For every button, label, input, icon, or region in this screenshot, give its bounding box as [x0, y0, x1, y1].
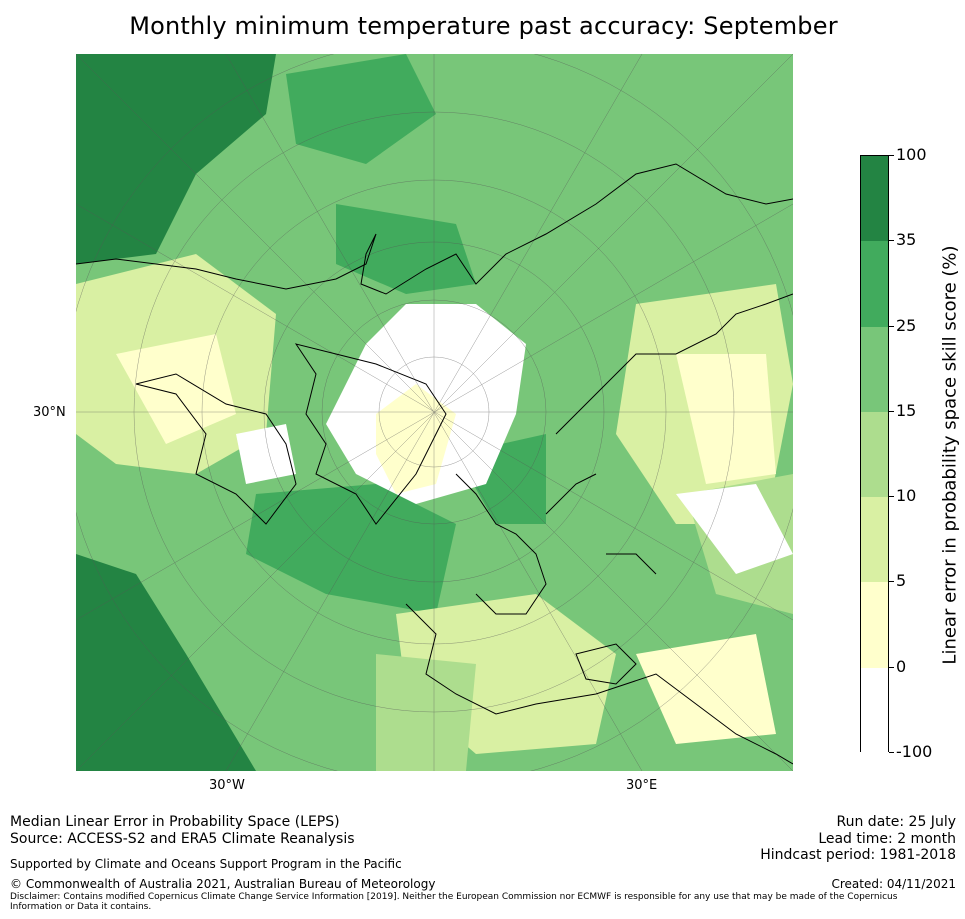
lon-label-30w: 30°W: [209, 778, 245, 793]
coastlines: [76, 163, 793, 765]
colorbar-tick-label: 0: [896, 656, 907, 676]
colorbar-segment: [861, 411, 888, 498]
graticule: [76, 54, 793, 771]
mideast-pale-region: [636, 634, 776, 744]
map-canvas: [76, 54, 793, 771]
colorbar-tick-label: 100: [896, 145, 927, 164]
colorbar-tick-label: 5: [896, 571, 907, 591]
asia-pale-region: [676, 354, 776, 484]
footer-source: Source: ACCESS-S2 and ERA5 Climate Reana…: [10, 831, 355, 847]
canada-white-region: [236, 424, 296, 484]
colorbar-tick-label: 15: [896, 400, 917, 420]
colorbar-tick-label: 25: [896, 315, 917, 335]
colorbar-segment: [861, 156, 888, 242]
footer-method: Median Linear Error in Probability Space…: [10, 814, 340, 830]
footer-run-date: Run date: 25 July: [836, 814, 956, 830]
colorbar-tick: [889, 155, 894, 156]
footer-hindcast: Hindcast period: 1981-2018: [760, 847, 956, 863]
footer-lead-time: Lead time: 2 month: [818, 831, 956, 847]
colorbar-segment: [861, 497, 888, 583]
skill-score-map: [76, 54, 793, 771]
colorbar-segment: [861, 326, 888, 412]
north-pacific-dark-region: [76, 554, 256, 771]
colorbar-segment: [861, 582, 888, 668]
footer-created: Created: 04/11/2021: [831, 877, 956, 891]
colorbar-tick: [889, 325, 894, 327]
greenland-interior: [376, 384, 456, 494]
lat-label-30n: 30°N: [33, 405, 66, 420]
siberia-dark-region: [336, 204, 476, 294]
colorbar-tick: [889, 752, 894, 753]
colorbar-tick: [889, 666, 894, 668]
atlantic-dark-region: [246, 484, 456, 614]
colorbar-segment: [861, 667, 888, 753]
colorbar-segment: [861, 241, 888, 327]
pacific-mid-region: [286, 54, 436, 164]
asia-white-region: [676, 484, 793, 574]
colorbar: [860, 155, 889, 753]
colorbar-tick-label: -100: [896, 742, 933, 761]
footer-support: Supported by Climate and Oceans Support …: [10, 857, 402, 871]
colorbar-tick: [889, 240, 894, 242]
canada-pale-region: [116, 334, 236, 444]
colorbar-label: Linear error in probability space skill …: [939, 245, 961, 665]
map-title: Monthly minimum temperature past accurac…: [129, 12, 838, 40]
pacific-dark-region: [76, 54, 276, 264]
footer-copyright: © Commonwealth of Australia 2021, Austra…: [10, 877, 436, 891]
colorbar-tick: [889, 496, 894, 498]
colorbar-tick-label: 10: [896, 486, 917, 506]
footer-disclaimer: Disclaimer: Contains modified Copernicus…: [10, 892, 898, 912]
colorbar-tick: [889, 410, 894, 412]
colorbar-tick-label: 35: [896, 230, 917, 250]
colorbar-tick: [889, 581, 894, 583]
mediterranean-light-region: [376, 654, 476, 771]
lon-label-30e: 30°E: [626, 778, 658, 793]
